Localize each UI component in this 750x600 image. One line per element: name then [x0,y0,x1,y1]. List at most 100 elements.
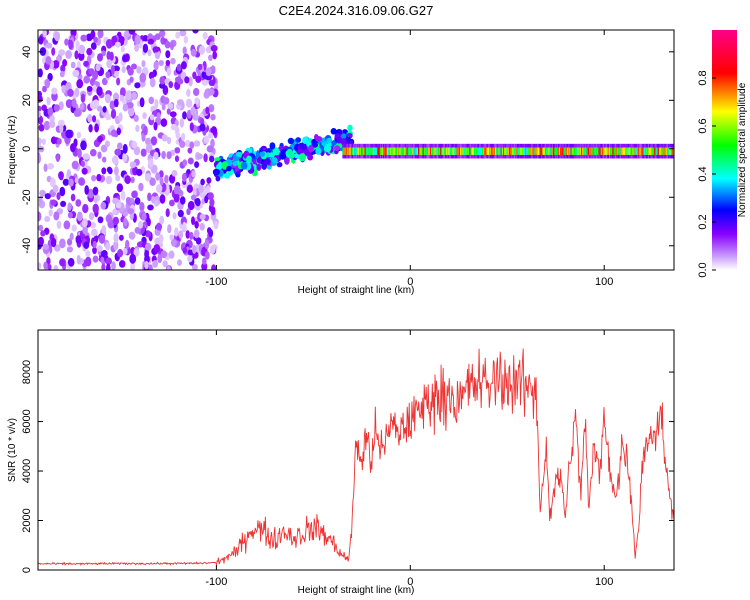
heatmap-cell [499,147,502,155]
heatmap-cell [156,112,161,120]
heatmap-cell [116,77,121,86]
heatmap-cell [113,70,120,78]
heatmap-cell [107,167,113,175]
heatmap-cell [162,260,168,268]
heatmap-cell [592,147,595,155]
heatmap-cell [654,147,657,155]
heatmap-cell [66,169,71,178]
heatmap-cell [469,147,472,155]
heatmap-cell [418,147,420,155]
heatmap-cell [182,159,188,167]
heatmap-cell [432,147,434,155]
heatmap-cell [47,263,52,270]
heatmap-cell [399,147,402,155]
heatmap-cell [585,147,588,155]
heatmap-cell [594,147,597,155]
heatmap-cell [134,227,141,234]
heatmap-cell [84,185,89,195]
heatmap-cell [207,192,214,200]
heatmap-cell [428,147,431,155]
heatmap-cell [174,155,180,162]
heatmap-cell [76,79,84,89]
colorbar-tick-label: 0.0 [697,262,709,277]
heatmap-cell [572,147,575,155]
snr-ylabel: SNR (10 * v/v) [7,418,18,482]
heatmap-cell [129,161,137,168]
heatmap-cell [133,114,139,122]
heatmap-cell [608,147,611,155]
heatmap-cell [584,147,587,155]
heatmap-cell [433,147,436,155]
heatmap-cell [60,64,66,73]
heatmap-cell [192,245,197,254]
heatmap-cell [586,147,589,155]
heatmap-cell [386,147,389,155]
heatmap-cell [159,76,166,85]
heatmap-cell [389,147,391,155]
heatmap-cell [167,224,172,234]
heatmap-cell [640,147,643,155]
heatmap-cell [437,147,440,155]
heatmap-cell [263,158,271,165]
heatmap-cell [43,261,48,270]
heatmap-cell [202,32,208,40]
heatmap-cell [208,79,216,87]
heatmap-cell [199,222,205,231]
heatmap-cell [412,147,415,155]
heatmap-cell [48,209,53,217]
heatmap-cell [193,140,201,147]
heatmap-cell [530,147,533,155]
heatmap-cell [86,85,93,92]
heatmap-cell [308,144,314,153]
heatmap-cell [468,147,471,155]
heatmap-cell [80,93,86,103]
colorbar-tick-label: 0.2 [697,214,709,229]
heatmap-cell [70,143,76,153]
heatmap-cell [88,124,93,133]
heatmap-cell [398,147,401,155]
heatmap-cell [156,184,163,193]
heatmap-cell [116,127,122,136]
x-tick-label: 0 [407,276,413,288]
snr-series [38,348,674,566]
heatmap-cell [116,183,124,193]
heatmap-cell [91,175,97,182]
heatmap-cell [345,147,348,155]
heatmap-cell [114,41,121,48]
heatmap-cell [186,184,193,193]
heatmap-cell [648,147,651,155]
heatmap-cell [177,99,184,106]
heatmap-cell [599,147,602,155]
heatmap-cell [501,147,504,155]
heatmap-cell [371,147,374,155]
heatmap-cell [182,221,187,231]
heatmap-cell [443,147,446,155]
heatmap-cell [496,147,498,155]
heatmap-cell [522,147,525,155]
heatmap-cell [426,147,429,155]
heatmap-cell [611,147,614,155]
heatmap-cell [93,36,98,43]
heatmap-cell [356,147,359,155]
y-tick-label: 20 [21,94,33,106]
y-tick-label: 8000 [21,360,33,384]
heatmap-cell [451,147,454,155]
heatmap-cell [489,147,491,155]
heatmap-cell [172,212,177,220]
heatmap-cell [459,147,462,155]
heatmap-cell [158,60,164,66]
heatmap-cell [514,147,517,155]
heatmap-cell [75,199,82,207]
heatmap-cell [165,50,171,59]
heatmap-cell [330,128,337,135]
heatmap-cell [160,250,168,259]
heatmap-cell [97,216,104,224]
heatmap-cell [123,217,128,227]
heatmap-cell [92,71,99,80]
heatmap-cell [110,129,117,137]
heatmap-cell [500,147,503,155]
heatmap-cell [558,147,561,155]
heatmap-cell [42,30,47,38]
heatmap-cell [164,174,169,184]
heatmap-cell [186,100,193,108]
